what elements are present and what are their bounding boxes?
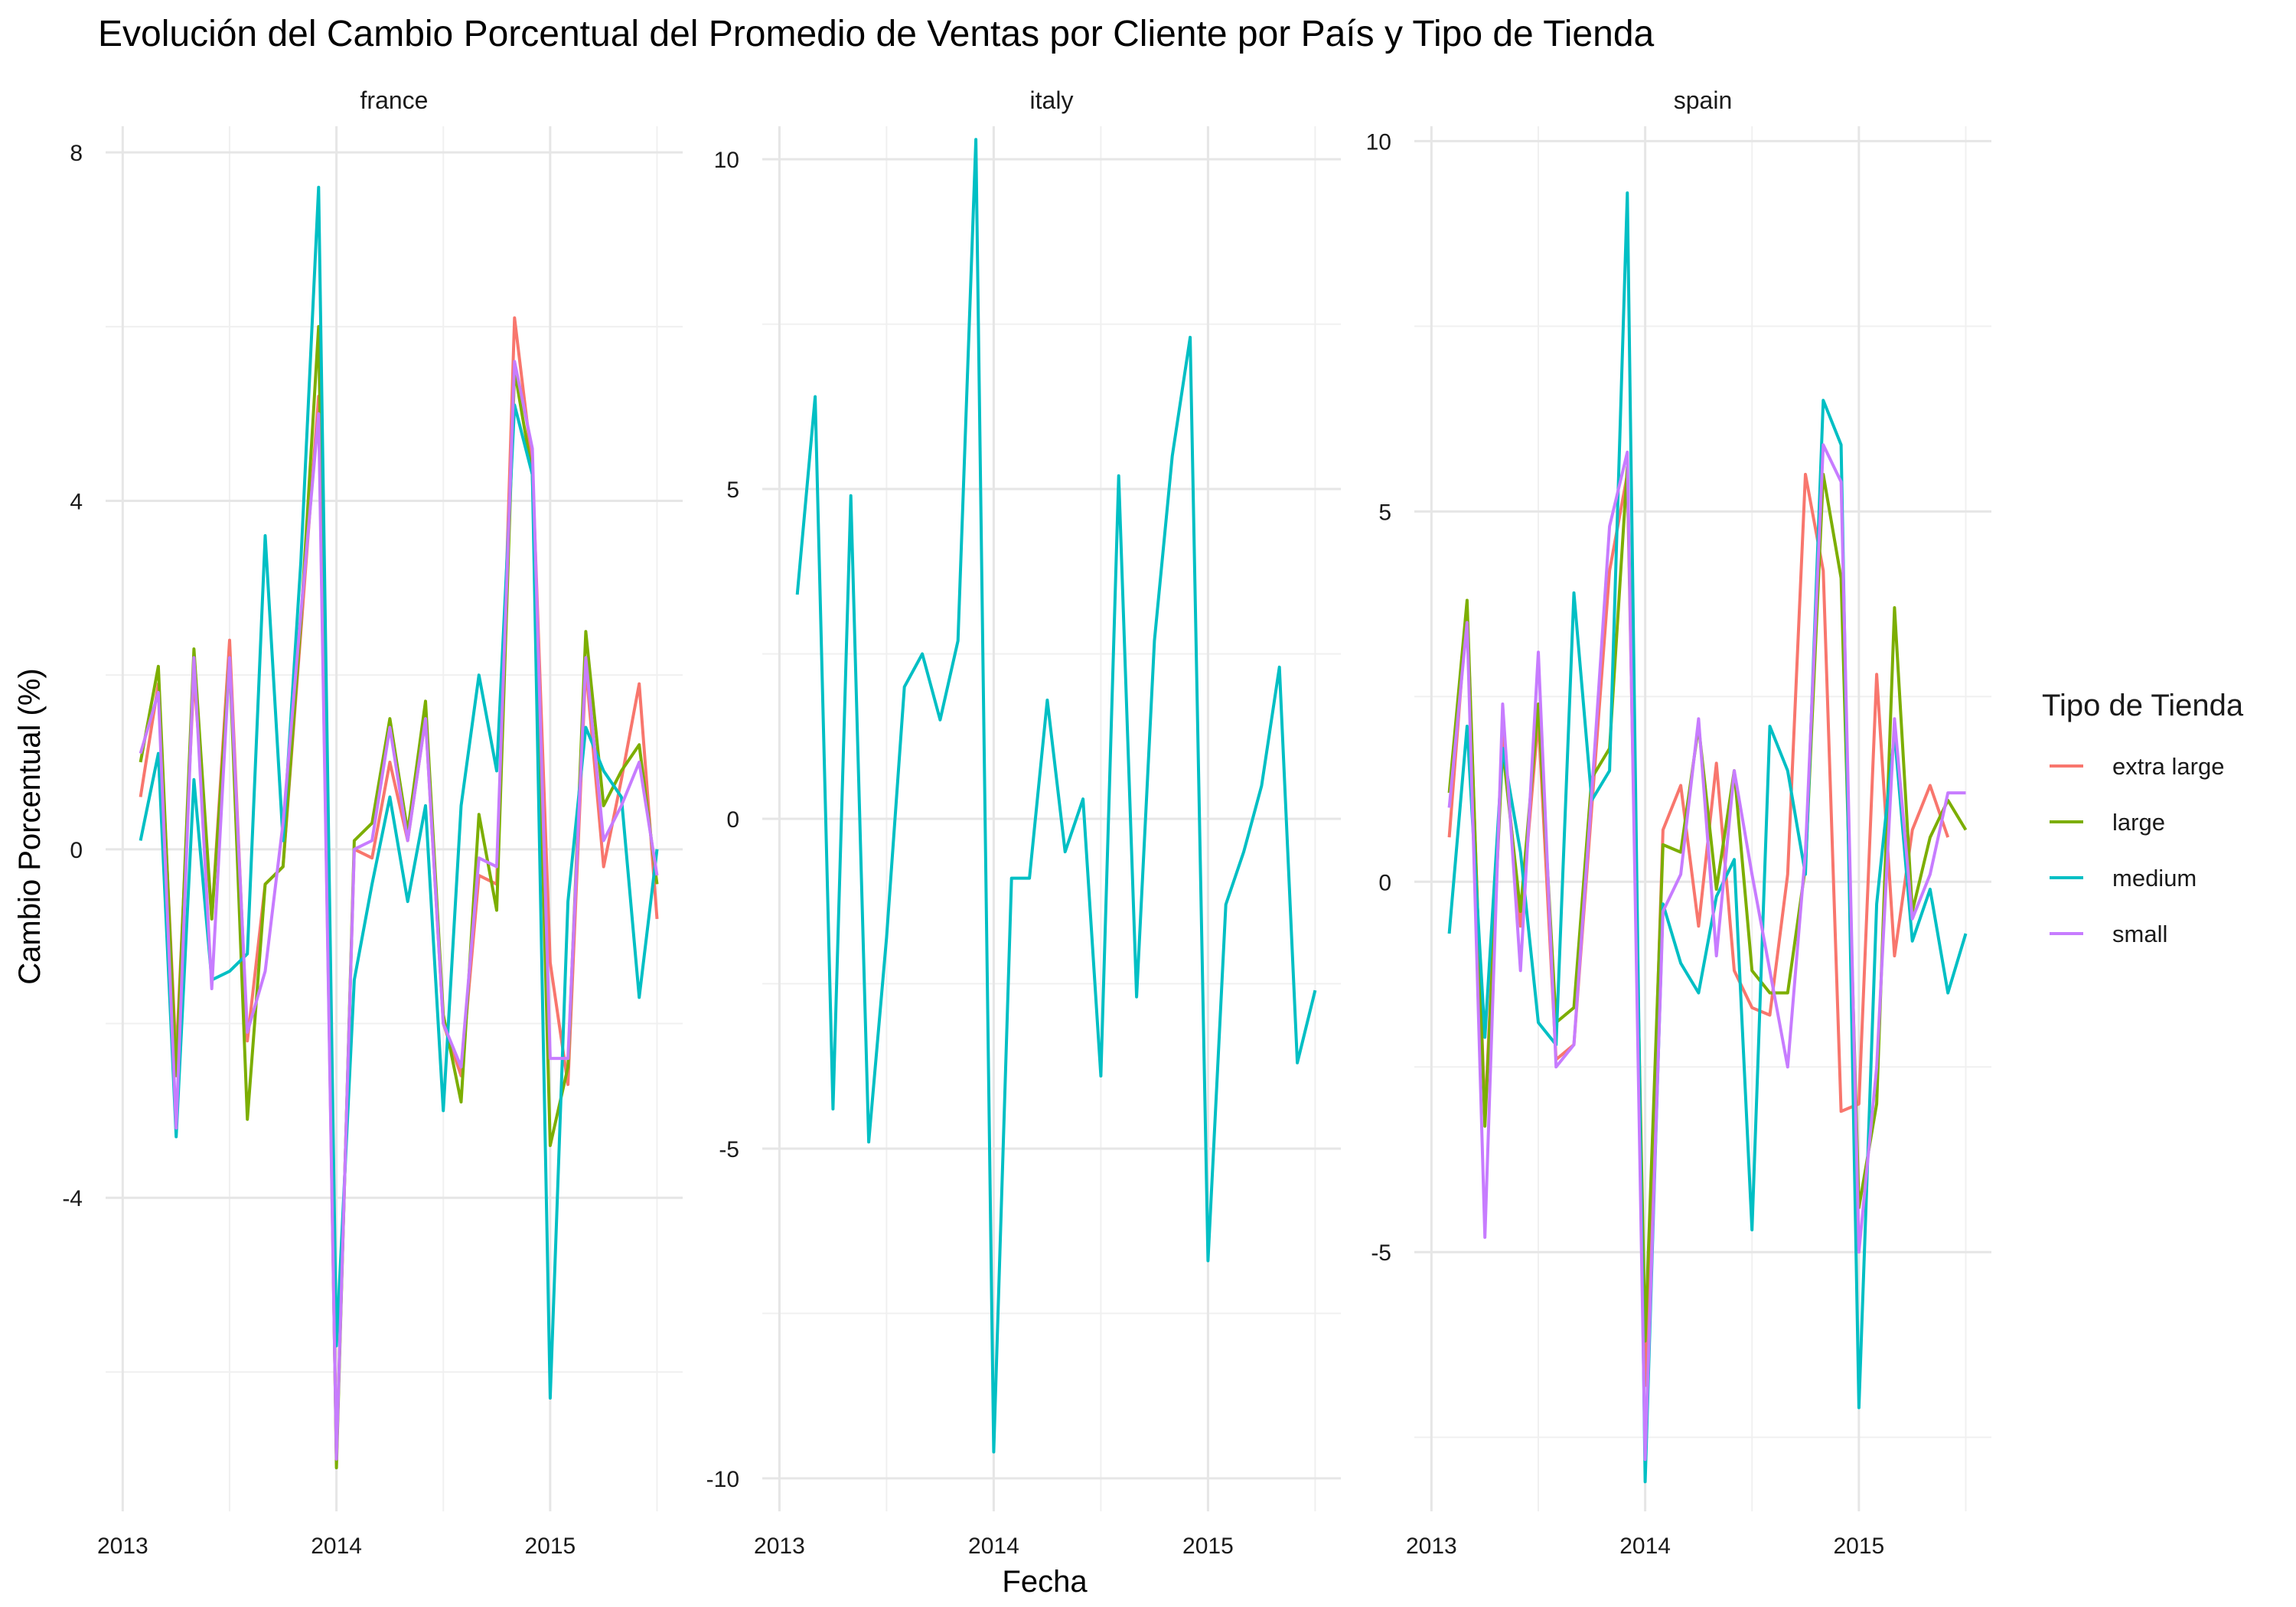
y-tick-label: -4 bbox=[62, 1186, 83, 1211]
y-tick-label: -5 bbox=[719, 1137, 739, 1162]
y-tick-label: 0 bbox=[1378, 870, 1391, 895]
series-line-spain-small bbox=[1447, 443, 1966, 1462]
legend-label: large bbox=[2112, 809, 2165, 836]
legend: Tipo de Tienda extra large large medium smal… bbox=[2042, 689, 2244, 947]
legend-item: small bbox=[2050, 921, 2167, 947]
x-tick-label: 2014 bbox=[1619, 1534, 1671, 1559]
y-tick-label: 0 bbox=[726, 807, 739, 833]
series-line-france-medium bbox=[139, 185, 659, 1400]
panel-spain: spain -5 0 5 10 2013 2014 2015 bbox=[1366, 86, 1991, 1559]
x-axis-title: Fecha bbox=[1002, 1565, 1088, 1599]
x-tick-label: 2013 bbox=[754, 1534, 805, 1559]
panels-layer: france -4 0 4 8 2013 2014 2015 italy -10 -5 0 5 10 201… bbox=[62, 86, 1991, 1559]
legend-label: extra large bbox=[2112, 753, 2224, 780]
y-tick-label: 4 bbox=[70, 489, 83, 514]
panel-strip-label: spain bbox=[1674, 86, 1733, 114]
panel-france: france -4 0 4 8 2013 2014 2015 bbox=[62, 86, 683, 1559]
y-tick-label: 10 bbox=[1366, 129, 1391, 155]
y-tick-label: 0 bbox=[70, 838, 83, 863]
x-tick-label: 2013 bbox=[1406, 1534, 1457, 1559]
x-tick-label: 2014 bbox=[311, 1534, 362, 1559]
y-tick-label: 10 bbox=[714, 148, 739, 173]
chart-title: Evolución del Cambio Porcentual del Prom… bbox=[98, 14, 1655, 54]
y-tick-label: 8 bbox=[70, 141, 83, 166]
x-tick-label: 2014 bbox=[968, 1534, 1019, 1559]
y-tick-label: 5 bbox=[726, 478, 739, 503]
legend-label: small bbox=[2112, 921, 2167, 947]
y-tick-label: 5 bbox=[1378, 500, 1391, 525]
y-axis-title: Cambio Porcentual (%) bbox=[13, 668, 47, 985]
legend-item: medium bbox=[2050, 865, 2197, 892]
series-line-spain-medium bbox=[1447, 191, 1968, 1484]
panel-strip-label: italy bbox=[1030, 86, 1074, 114]
x-tick-label: 2013 bbox=[97, 1534, 148, 1559]
y-tick-label: -5 bbox=[1371, 1240, 1391, 1266]
x-tick-label: 2015 bbox=[524, 1534, 576, 1559]
series-line-france-small bbox=[139, 360, 659, 1461]
legend-title: Tipo de Tienda bbox=[2042, 689, 2244, 722]
legend-item: extra large bbox=[2050, 753, 2224, 780]
panel-strip-label: france bbox=[360, 86, 429, 114]
x-tick-label: 2015 bbox=[1833, 1534, 1884, 1559]
legend-item: large bbox=[2050, 809, 2165, 836]
series-line-italy-medium bbox=[795, 138, 1317, 1454]
x-tick-label: 2015 bbox=[1182, 1534, 1234, 1559]
panel-italy: italy -10 -5 0 5 10 2013 2014 2015 bbox=[706, 86, 1341, 1559]
y-tick-label: -10 bbox=[706, 1467, 739, 1492]
legend-label: medium bbox=[2112, 865, 2197, 892]
